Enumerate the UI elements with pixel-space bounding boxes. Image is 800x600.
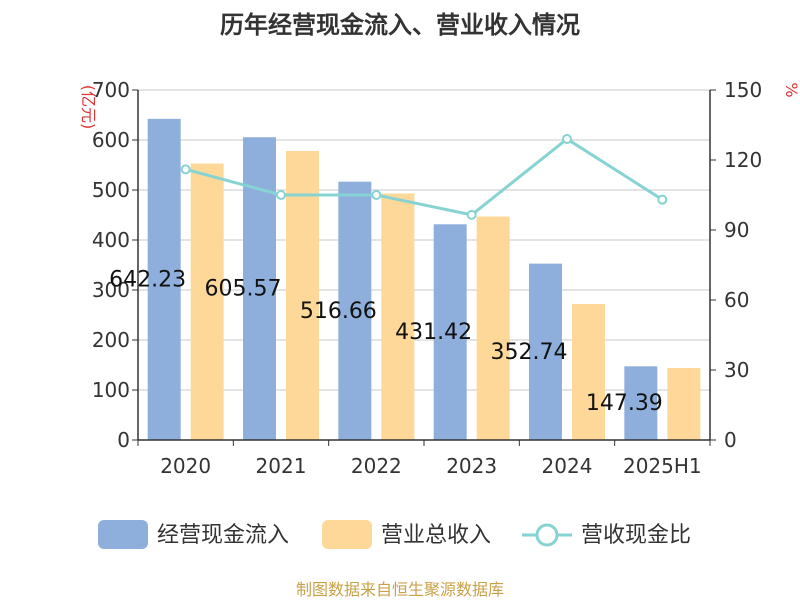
y2-tick-label: 150 — [724, 78, 762, 102]
y2-tick-label: 120 — [724, 148, 762, 172]
x-tick-label: 2020 — [160, 454, 211, 478]
data-label-cash-inflow: 605.57 — [205, 277, 282, 302]
bar-cash-inflow — [338, 181, 372, 441]
grid — [138, 89, 710, 391]
x-axis-ticks: 2020 2021 2022 2023 2024 2025H1 — [137, 440, 711, 478]
y-tick-label: 700 — [92, 78, 130, 102]
x-tick-label: 2024 — [542, 454, 593, 478]
x-tick-label: 2021 — [256, 454, 307, 478]
y-tick-label: 600 — [92, 128, 130, 152]
ratio-point — [371, 190, 382, 200]
x-tick-label: 2025H1 — [623, 454, 702, 478]
y-tick-label: 0 — [117, 428, 130, 452]
legend-label-cash-inflow[interactable]: 经营现金流入 — [157, 523, 289, 548]
bar-revenue — [572, 304, 605, 440]
y2-tick-label: 90 — [724, 218, 749, 242]
data-label-cash-inflow: 147.39 — [586, 391, 663, 416]
y-tick-label: 200 — [92, 328, 130, 352]
ratio-point — [466, 209, 477, 220]
chart-title: 历年经营现金流入、营业收入情况 — [220, 11, 580, 39]
ratio-point — [180, 164, 191, 175]
left-axis-ticks: 0 100 200 300 400 500 600 700 — [92, 78, 138, 452]
legend-marker-ratio[interactable] — [535, 523, 559, 547]
data-labels: 642.23 605.57 516.66 431.42 352.74 147.39 — [109, 267, 663, 416]
data-label-cash-inflow: 431.42 — [395, 320, 472, 345]
ratio-point — [657, 194, 668, 205]
bar-cash-inflow — [147, 118, 181, 440]
data-label-cash-inflow: 352.74 — [491, 340, 568, 365]
bar-revenue — [190, 163, 224, 440]
axes — [137, 90, 711, 441]
y-tick-label: 100 — [92, 378, 130, 402]
y2-tick-label: 0 — [724, 428, 737, 452]
ratio-point — [562, 134, 572, 144]
bar-cash-inflow — [433, 224, 467, 440]
bar-cash-inflow — [529, 263, 562, 440]
bar-revenue — [476, 216, 510, 440]
legend-swatch-revenue[interactable] — [322, 520, 372, 549]
data-label-cash-inflow: 642.23 — [109, 267, 186, 292]
y-tick-label: 300 — [92, 278, 130, 302]
x-tick-label: 2022 — [351, 454, 402, 478]
bars — [147, 118, 701, 441]
right-axis-unit: % — [782, 82, 800, 97]
y-tick-label: 500 — [92, 178, 130, 202]
right-axis-ticks: 0 30 60 90 120 150 — [710, 78, 762, 452]
data-label-cash-inflow: 516.66 — [300, 299, 377, 324]
ratio-line — [180, 134, 668, 220]
y2-tick-label: 30 — [724, 358, 749, 382]
ratio-line-path — [185, 137, 664, 217]
left-axis-unit: (亿元) — [79, 85, 98, 130]
y-tick-label: 400 — [92, 228, 130, 252]
bar-cash-inflow — [624, 366, 658, 440]
legend-label-revenue[interactable]: 营业总收入 — [381, 523, 491, 548]
bar-revenue — [381, 193, 415, 440]
x-tick-label: 2023 — [446, 454, 497, 478]
source-note: 制图数据来自恒生聚源数据库 — [296, 580, 504, 599]
bar-revenue — [286, 151, 319, 440]
legend-swatch-cash-inflow[interactable] — [98, 520, 148, 549]
bar-revenue — [667, 368, 701, 440]
ratio-point — [276, 190, 286, 200]
legend: 经营现金流入 营业总收入 营收现金比 — [98, 520, 691, 549]
legend-label-ratio[interactable]: 营收现金比 — [581, 523, 691, 548]
y2-tick-label: 60 — [724, 288, 749, 312]
